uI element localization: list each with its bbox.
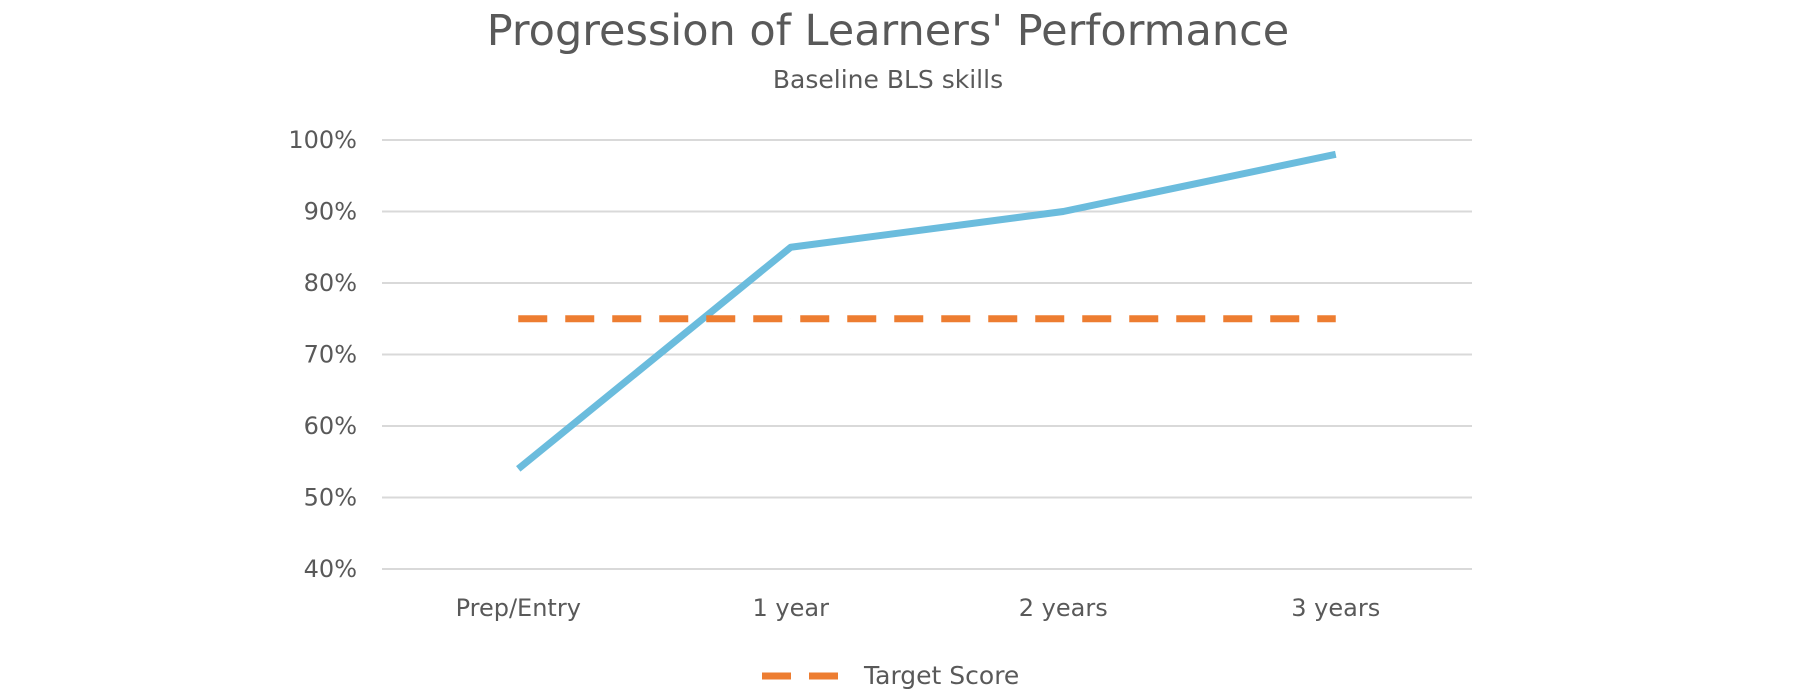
- performance-line: [516, 150, 1337, 472]
- y-tick-label: 50%: [304, 484, 357, 512]
- chart-subtitle: Baseline BLS skills: [773, 65, 1003, 94]
- y-tick-label: 60%: [304, 412, 357, 440]
- x-tick-label: 2 years: [1019, 594, 1108, 622]
- y-tick-label: 100%: [288, 126, 357, 154]
- series-lines: [516, 150, 1337, 472]
- x-tick-label: 1 year: [753, 594, 830, 622]
- x-tick-label: 3 years: [1291, 594, 1380, 622]
- gridlines: [382, 139, 1472, 570]
- legend: Target Score: [762, 661, 1019, 690]
- y-tick-label: 90%: [304, 198, 357, 226]
- x-axis-labels: Prep/Entry 1 year 2 years 3 years: [456, 594, 1381, 622]
- y-tick-label: 40%: [304, 555, 357, 583]
- y-axis-labels: 40% 50% 60% 70% 80% 90% 100%: [288, 126, 357, 583]
- x-tick-label: Prep/Entry: [456, 594, 581, 622]
- y-tick-label: 70%: [304, 341, 357, 369]
- chart-title: Progression of Learners' Performance: [487, 6, 1290, 56]
- y-tick-label: 80%: [304, 269, 357, 297]
- legend-label: Target Score: [863, 661, 1019, 690]
